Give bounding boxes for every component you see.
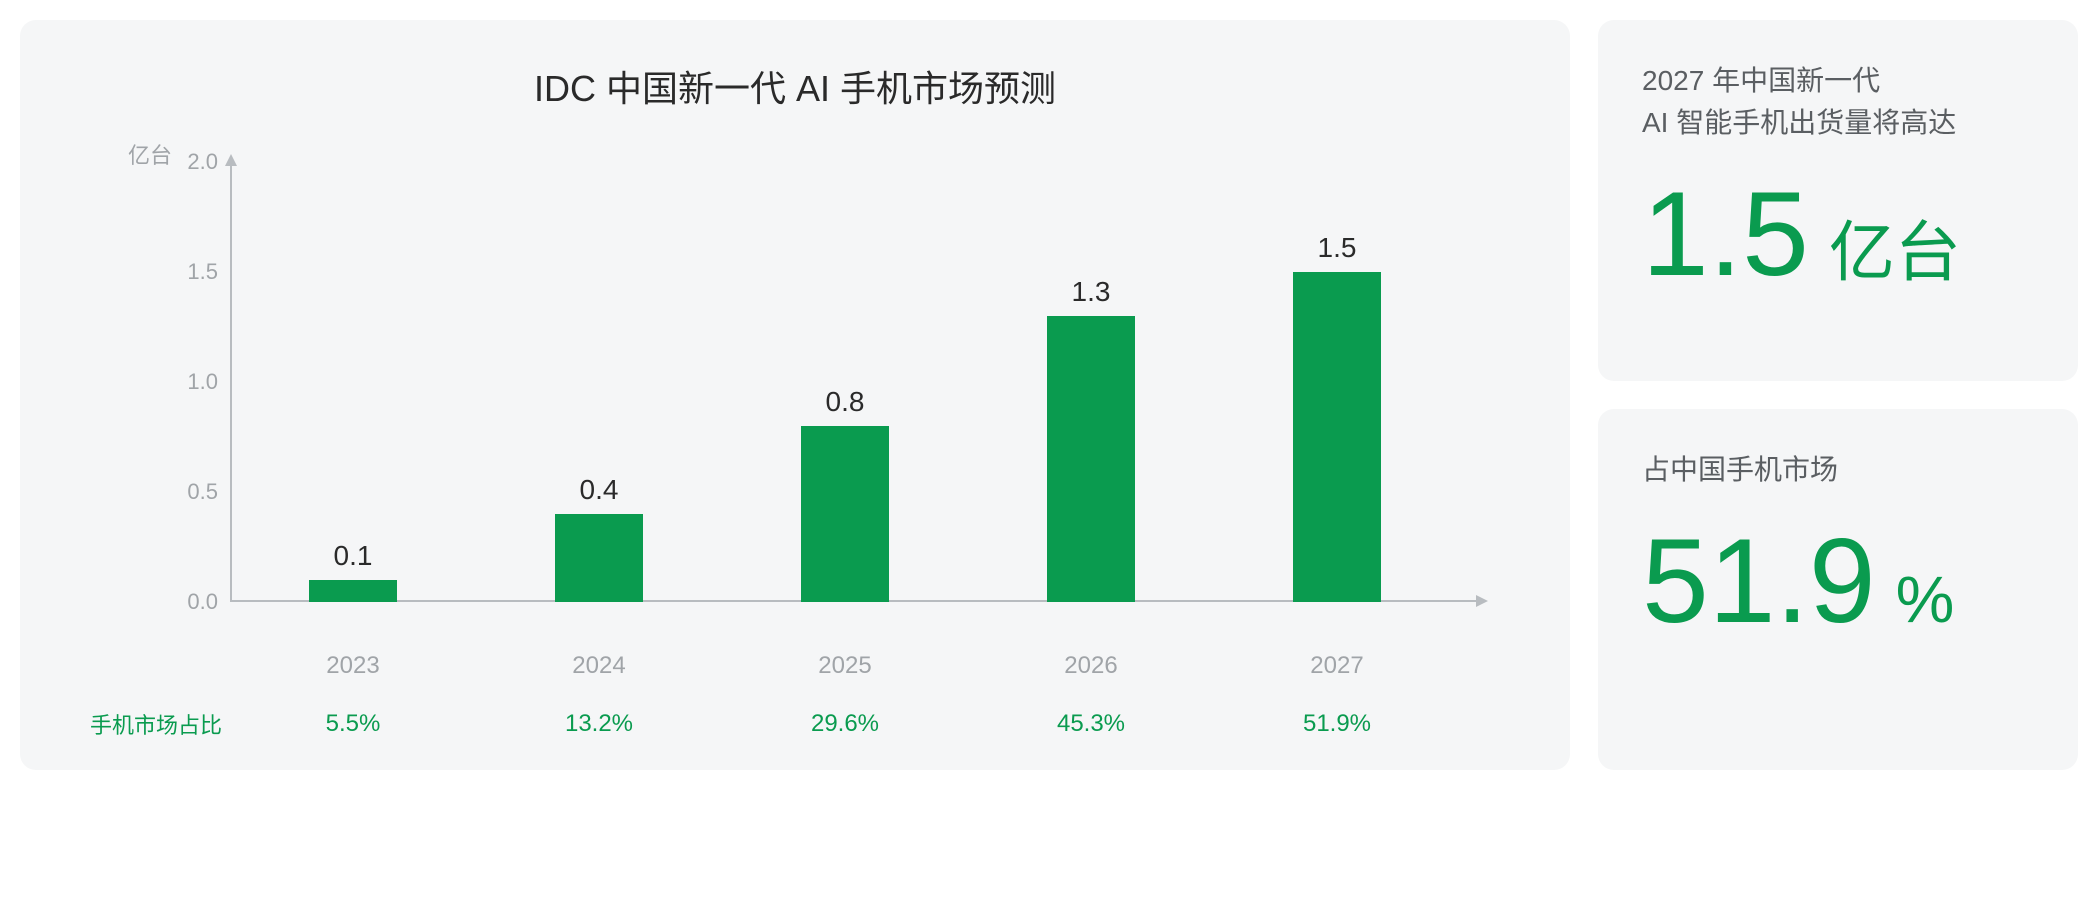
bar-column: 1.3 (968, 162, 1214, 602)
market-share-value: 51.9% (1214, 710, 1460, 738)
market-share-big-value: 51.9 % (1642, 521, 2034, 730)
market-share-value: 5.5% (230, 710, 476, 738)
x-axis-arrow-icon (1476, 595, 1488, 607)
bar-column: 1.5 (1214, 162, 1460, 602)
share-row-label: 手机市场占比 (80, 708, 230, 740)
x-axis-labels: 20232024202520262027 (230, 652, 1460, 680)
market-share-value: 13.2% (476, 710, 722, 738)
y-tick: 1.0 (187, 369, 218, 395)
shipment-card: 2027 年中国新一代 AI 智能手机出货量将高达 1.5 亿台 (1598, 20, 2078, 381)
y-axis-unit: 亿台 (128, 138, 172, 170)
bar-value-label: 1.5 (1318, 232, 1357, 264)
main-container: IDC 中国新一代 AI 手机市场预测 亿台 0.0 0.5 1.0 1.5 2.0 0… (20, 20, 2078, 770)
bar-column: 0.4 (476, 162, 722, 602)
bar-value-label: 0.8 (826, 386, 865, 418)
market-share-value: 45.3% (968, 710, 1214, 738)
x-axis-label: 2023 (230, 652, 476, 680)
chart-panel: IDC 中国新一代 AI 手机市场预测 亿台 0.0 0.5 1.0 1.5 2.0 0… (20, 20, 1570, 770)
bar-value-label: 1.3 (1072, 276, 1111, 308)
bar-value-label: 0.1 (334, 540, 373, 572)
shipment-big-value: 1.5 亿台 (1642, 174, 2034, 341)
y-tick: 2.0 (187, 149, 218, 175)
shipment-title-line-1: 2027 年中国新一代 (1642, 65, 1880, 96)
shipment-unit: 亿台 (1829, 199, 1961, 295)
bar (1047, 316, 1135, 602)
market-share-unit: % (1896, 561, 1955, 637)
market-share-row: 手机市场占比 5.5%13.2%29.6%45.3%51.9% (80, 708, 1510, 740)
chart-title: IDC 中国新一代 AI 手机市场预测 (80, 60, 1510, 112)
bar (1293, 272, 1381, 602)
y-tick: 0.5 (187, 479, 218, 505)
bar (309, 580, 397, 602)
bar (801, 426, 889, 602)
side-cards: 2027 年中国新一代 AI 智能手机出货量将高达 1.5 亿台 占中国手机市场… (1598, 20, 2078, 770)
shipment-card-title: 2027 年中国新一代 AI 智能手机出货量将高达 (1642, 60, 2034, 144)
x-axis-label: 2027 (1214, 652, 1460, 680)
market-share-card: 占中国手机市场 51.9 % (1598, 409, 2078, 770)
y-tick: 1.5 (187, 259, 218, 285)
bar-column: 0.1 (230, 162, 476, 602)
x-axis-label: 2025 (722, 652, 968, 680)
plot-area: 0.0 0.5 1.0 1.5 2.0 0.1 0.4 0.8 1.3 1.5 (170, 142, 1490, 642)
market-share-number: 51.9 (1642, 521, 1876, 641)
bar-column: 0.8 (722, 162, 968, 602)
share-values: 5.5%13.2%29.6%45.3%51.9% (230, 710, 1460, 738)
shipment-number: 1.5 (1642, 174, 1809, 294)
market-share-card-title: 占中国手机市场 (1642, 449, 2034, 491)
bar-value-label: 0.4 (580, 474, 619, 506)
shipment-title-line-2: AI 智能手机出货量将高达 (1642, 107, 1956, 138)
y-axis: 0.0 0.5 1.0 1.5 2.0 (170, 142, 230, 642)
x-axis-label: 2026 (968, 652, 1214, 680)
x-axis-label: 2024 (476, 652, 722, 680)
bar (555, 514, 643, 602)
bars-region: 0.1 0.4 0.8 1.3 1.5 (230, 162, 1460, 602)
market-share-value: 29.6% (722, 710, 968, 738)
y-tick: 0.0 (187, 589, 218, 615)
